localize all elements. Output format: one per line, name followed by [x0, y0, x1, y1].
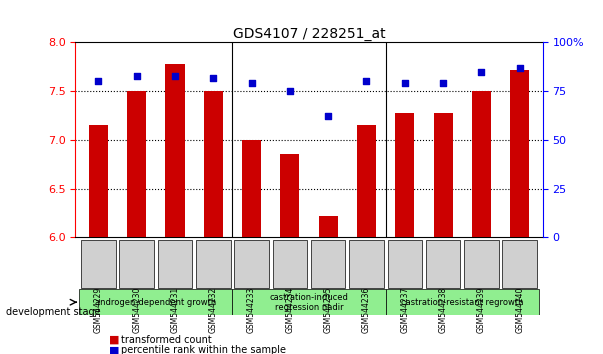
- Text: GSM544234: GSM544234: [285, 287, 294, 333]
- Text: GSM544231: GSM544231: [171, 287, 180, 333]
- Point: [515, 65, 525, 71]
- Text: GSM544236: GSM544236: [362, 287, 371, 333]
- Text: ■: ■: [109, 335, 119, 345]
- FancyBboxPatch shape: [158, 240, 192, 288]
- Bar: [395, 113, 414, 237]
- Point: [209, 75, 218, 80]
- FancyBboxPatch shape: [464, 240, 499, 288]
- Point: [247, 81, 256, 86]
- FancyBboxPatch shape: [426, 240, 460, 288]
- FancyBboxPatch shape: [196, 240, 230, 288]
- Text: GSM544238: GSM544238: [438, 287, 447, 333]
- FancyBboxPatch shape: [502, 240, 537, 288]
- Point: [285, 88, 295, 94]
- Bar: [165, 64, 185, 237]
- Text: castration-resistant regrowth: castration-resistant regrowth: [401, 298, 523, 307]
- FancyBboxPatch shape: [235, 240, 269, 288]
- FancyBboxPatch shape: [79, 289, 232, 315]
- Point: [438, 81, 448, 86]
- Text: GSM544235: GSM544235: [324, 287, 333, 333]
- Point: [362, 79, 371, 84]
- Text: GSM544229: GSM544229: [94, 287, 103, 333]
- Point: [170, 73, 180, 79]
- Text: GSM544230: GSM544230: [132, 287, 141, 333]
- Point: [476, 69, 486, 75]
- FancyBboxPatch shape: [388, 240, 422, 288]
- Text: development stage: development stage: [6, 307, 101, 316]
- Text: percentile rank within the sample: percentile rank within the sample: [121, 346, 286, 354]
- Bar: [89, 125, 108, 237]
- Text: GSM544240: GSM544240: [515, 287, 524, 333]
- Point: [132, 73, 142, 79]
- FancyBboxPatch shape: [81, 240, 116, 288]
- FancyBboxPatch shape: [273, 240, 307, 288]
- Text: ■: ■: [109, 346, 119, 354]
- Bar: [510, 70, 529, 237]
- Point: [93, 79, 103, 84]
- Text: castration-induced
regression nadir: castration-induced regression nadir: [270, 292, 349, 312]
- FancyBboxPatch shape: [232, 289, 386, 315]
- Text: GSM544232: GSM544232: [209, 287, 218, 333]
- Text: GSM544233: GSM544233: [247, 287, 256, 333]
- Bar: [242, 140, 261, 237]
- Bar: [280, 154, 300, 237]
- Text: transformed count: transformed count: [121, 335, 211, 345]
- Bar: [127, 91, 147, 237]
- FancyBboxPatch shape: [119, 240, 154, 288]
- Text: GSM544239: GSM544239: [477, 287, 486, 333]
- Text: GSM544237: GSM544237: [400, 287, 409, 333]
- FancyBboxPatch shape: [311, 240, 346, 288]
- Bar: [357, 125, 376, 237]
- FancyBboxPatch shape: [349, 240, 384, 288]
- Point: [323, 114, 333, 119]
- Point: [400, 81, 409, 86]
- Bar: [318, 216, 338, 237]
- Bar: [204, 91, 223, 237]
- Bar: [434, 113, 453, 237]
- FancyBboxPatch shape: [386, 289, 539, 315]
- Text: androgen-dependent growth: androgen-dependent growth: [95, 298, 216, 307]
- Bar: [472, 91, 491, 237]
- Title: GDS4107 / 228251_at: GDS4107 / 228251_at: [233, 28, 385, 41]
